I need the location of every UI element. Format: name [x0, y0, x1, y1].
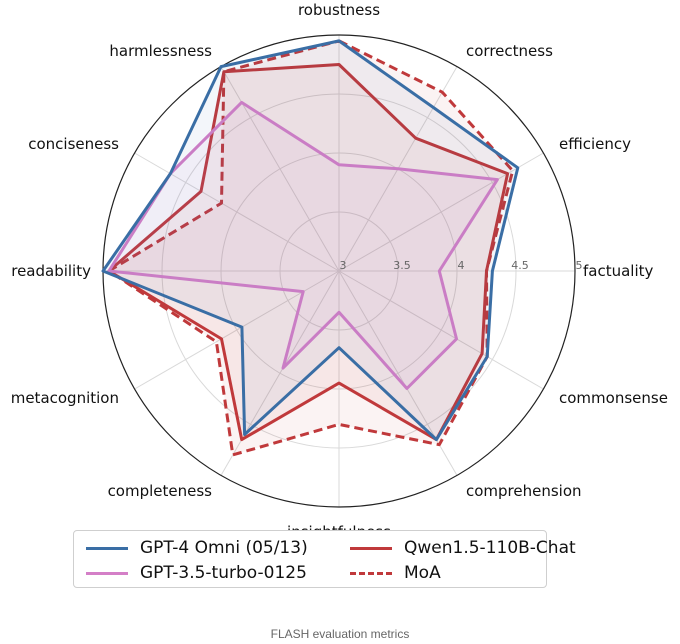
axis-label-readability: readability	[11, 262, 91, 280]
radial-tick-label: 3.5	[393, 259, 411, 272]
series-moa	[107, 39, 515, 457]
axis-label-completeness: completeness	[108, 482, 213, 500]
legend-swatch-qwen	[350, 546, 392, 550]
radar-series	[101, 39, 520, 457]
axis-label-correctness: correctness	[466, 42, 553, 60]
axis-label-comprehension: comprehension	[466, 482, 582, 500]
legend-swatch-gpt4o	[86, 546, 128, 550]
legend: GPT-4 Omni (05/13) Qwen1.5-110B-Chat GPT…	[73, 530, 576, 588]
radial-tick-label: 4.5	[511, 259, 529, 272]
radial-tick-label: 4	[458, 259, 465, 272]
grid-spoke	[338, 152, 544, 272]
radar-chart: 3 3.5 4 4.5 5 robustness correctness efficiency…	[11, 1, 668, 530]
radial-tick-label: 5	[576, 259, 583, 272]
legend-item-gpt35: GPT-3.5-turbo-0125	[86, 562, 307, 584]
grid-spoke	[220, 270, 340, 476]
axis-label-factuality: factuality	[583, 262, 654, 280]
legend-swatch-moa	[350, 571, 392, 575]
series-gpt-4-omni-05-13	[101, 39, 520, 442]
legend-item-qwen: Qwen1.5-110B-Chat	[350, 537, 576, 559]
grid-spoke	[134, 270, 340, 390]
legend-item-moa: MoA	[350, 562, 441, 584]
series-qwen1-5-110b-chat	[107, 63, 510, 442]
axis-label-commonsense: commonsense	[559, 389, 668, 407]
legend-label-qwen: Qwen1.5-110B-Chat	[404, 538, 576, 558]
legend-swatch-gpt35	[86, 571, 128, 575]
axis-label-efficiency: efficiency	[559, 135, 631, 153]
legend-label-gpt35: GPT-3.5-turbo-0125	[140, 563, 307, 583]
axis-label-conciseness: conciseness	[28, 135, 119, 153]
legend-item-gpt4o: GPT-4 Omni (05/13)	[86, 537, 308, 559]
grid-spoke	[220, 66, 340, 272]
grid-spoke	[338, 270, 544, 390]
radar-labels: 3 3.5 4 4.5 5 robustness correctness efficiency…	[11, 1, 668, 530]
axis-label-insightfulness: insightfulness	[287, 523, 391, 530]
axis-label-harmlessness: harmlessness	[109, 42, 212, 60]
figure-caption: FLASH evaluation metrics	[270, 627, 410, 641]
axis-label-metacognition: metacognition	[11, 389, 119, 407]
legend-label-gpt4o: GPT-4 Omni (05/13)	[140, 538, 308, 558]
grid-spoke	[134, 152, 340, 272]
legend-label-moa: MoA	[404, 563, 441, 583]
axis-label-robustness: robustness	[298, 1, 380, 19]
radial-tick-label: 3	[340, 259, 347, 272]
grid-spoke	[338, 270, 458, 476]
